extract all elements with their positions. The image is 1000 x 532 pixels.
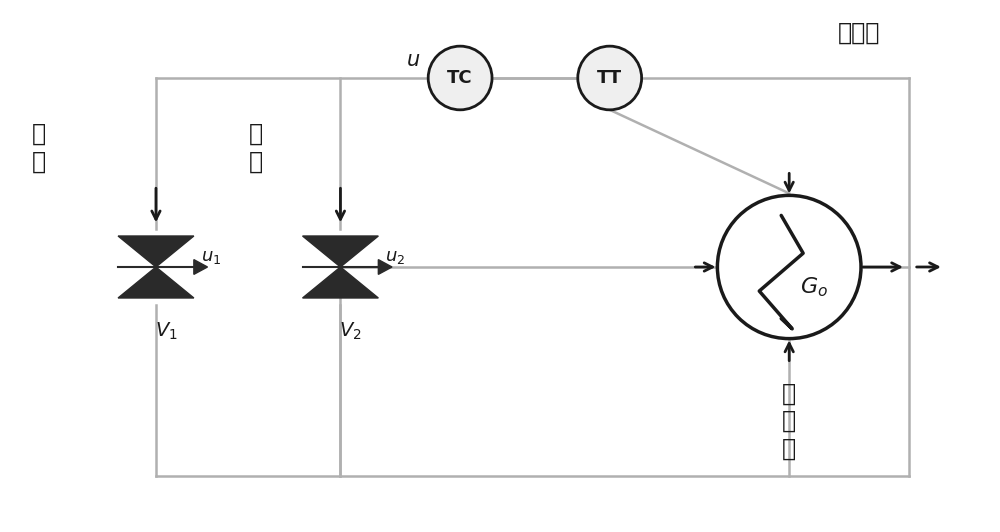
Polygon shape	[194, 260, 207, 275]
Text: $u_1$: $u_1$	[201, 248, 221, 266]
Circle shape	[428, 46, 492, 110]
Text: $V_2$: $V_2$	[339, 321, 362, 342]
Polygon shape	[118, 236, 194, 267]
Text: 热
水: 热 水	[32, 122, 46, 173]
Text: TT: TT	[597, 69, 622, 87]
Text: TC: TC	[447, 69, 473, 87]
Text: $V_1$: $V_1$	[155, 321, 177, 342]
Polygon shape	[378, 260, 392, 275]
Polygon shape	[303, 236, 378, 267]
Text: $u$: $u$	[406, 50, 420, 70]
Circle shape	[578, 46, 642, 110]
Text: 蔭
汽: 蔭 汽	[249, 122, 263, 173]
Text: $G_o$: $G_o$	[800, 275, 828, 298]
Polygon shape	[303, 267, 378, 298]
Text: 热物料: 热物料	[838, 21, 880, 45]
Polygon shape	[118, 267, 194, 298]
Text: $u_2$: $u_2$	[385, 248, 405, 266]
Text: 冷
物
料: 冷 物 料	[782, 381, 796, 461]
